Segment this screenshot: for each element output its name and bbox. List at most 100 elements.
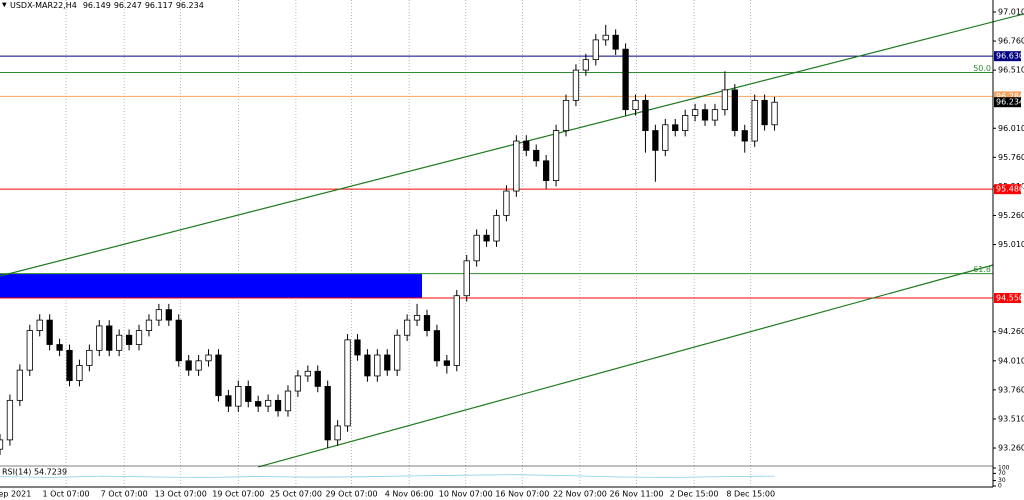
- x-tick-label: 27 Sep 2021: [0, 490, 31, 499]
- candle-body: [731, 89, 738, 131]
- candle-body: [771, 101, 778, 126]
- candle-body: [274, 399, 282, 412]
- fib-label: 61.8: [973, 265, 991, 274]
- candle-body: [26, 330, 33, 371]
- candle-body: [642, 99, 649, 131]
- candle-body: [523, 140, 530, 151]
- candle-body: [344, 339, 351, 427]
- candle-body: [304, 370, 311, 377]
- candle-body: [245, 385, 252, 402]
- candle-body: [145, 319, 153, 331]
- candle-body: [354, 339, 361, 356]
- ohlc-value: 96.234: [176, 1, 204, 10]
- last-price-label: 96.234: [996, 98, 1024, 107]
- collapse-arrow[interactable]: ▼: [2, 2, 7, 9]
- candle-body: [195, 360, 202, 371]
- y-tick-label: 96.010: [998, 124, 1024, 133]
- candle-body: [612, 34, 619, 50]
- candle-body: [413, 315, 421, 321]
- y-tick-label: 93.760: [998, 385, 1024, 394]
- y-tick-label: 95.760: [998, 153, 1024, 162]
- candle-body: [503, 190, 510, 216]
- candle-body: [711, 109, 719, 121]
- candle-body: [761, 99, 768, 126]
- x-tick-label: 22 Nov 07:00: [553, 490, 607, 499]
- candle-body: [66, 349, 73, 381]
- candle-body: [165, 309, 172, 321]
- candle-body: [741, 130, 748, 142]
- ohlc-value: 96.149: [83, 1, 111, 10]
- rsi-line: [0, 474, 775, 478]
- fib-label: 50.0: [973, 64, 991, 73]
- level-label-box: [994, 51, 1021, 62]
- candle-body: [334, 425, 341, 441]
- x-tick-label: 1 Oct 07:00: [43, 490, 90, 499]
- candle-body: [662, 124, 669, 151]
- candle-body: [513, 140, 520, 192]
- overlay: 27 Sep 2021 1 Oct 07:00 7 Oct 07:00 13 Oct …: [0, 7, 1024, 499]
- y-tick-label: 94.260: [998, 327, 1024, 336]
- candle-body: [443, 360, 450, 366]
- y-tick-label: 96.510: [998, 66, 1024, 75]
- candle-body: [235, 385, 242, 407]
- candle-body: [453, 295, 460, 366]
- candle-body: [16, 369, 23, 401]
- candle-body: [384, 354, 391, 371]
- candle-body: [36, 319, 43, 331]
- candle-body: [582, 59, 590, 71]
- candle-body: [205, 354, 212, 362]
- candle-body: [622, 48, 629, 111]
- candle-body: [155, 309, 163, 321]
- candle-body: [116, 334, 123, 351]
- x-tick-label: 26 Nov 11:00: [610, 490, 664, 499]
- trend-line: [258, 264, 994, 468]
- candle-body: [632, 99, 639, 111]
- level-label-box: [994, 91, 1021, 102]
- level-label: 95.486: [996, 185, 1024, 194]
- x-tick-label: 7 Oct 07:00: [101, 490, 148, 499]
- level-label: 96.284: [996, 92, 1024, 101]
- last-price-box: [994, 97, 1021, 108]
- candle-body: [672, 124, 679, 131]
- x-tick-label: 13 Oct 07:00: [155, 490, 207, 499]
- candle-body: [46, 319, 53, 345]
- header: USDX-MAR22,H4 96.149 96.247 96.117 96.234: [10, 1, 204, 10]
- candle-body: [175, 319, 182, 362]
- ohlc-value: 96.247: [114, 1, 142, 10]
- y-tick-label: 94.010: [998, 356, 1024, 365]
- y-tick-label: 95.010: [998, 240, 1024, 249]
- x-tick-label: 29 Oct 07:00: [325, 490, 377, 499]
- candle-body: [264, 399, 272, 407]
- candle-body: [433, 330, 441, 362]
- supply-zone: [0, 273, 423, 299]
- candle-body: [125, 334, 133, 345]
- candle-body: [493, 215, 500, 242]
- candle-body: [314, 370, 321, 387]
- level-label: 94.550: [996, 294, 1024, 303]
- level-label-box: [994, 293, 1021, 304]
- y-tick-label: 97.010: [998, 7, 1024, 16]
- x-tick-label: 16 Nov 07:00: [495, 490, 549, 499]
- candle-body: [374, 354, 381, 377]
- candle-body: [106, 325, 113, 351]
- candle-body: [135, 330, 143, 345]
- candle-body: [572, 69, 580, 101]
- candle-body: [324, 385, 331, 441]
- candle-body: [76, 365, 83, 381]
- plot: [0, 13, 1024, 468]
- candle-body: [6, 399, 14, 441]
- candle-body: [423, 315, 431, 331]
- candle-body: [215, 354, 222, 397]
- symbol: USDX-MAR22,H4: [10, 1, 77, 10]
- y-tick-label: 93.260: [998, 444, 1024, 453]
- grid: [65, 0, 996, 487]
- candle-body: [543, 160, 550, 181]
- candle-body: [751, 99, 758, 142]
- x-tick-label: 25 Oct 07:00: [270, 490, 322, 499]
- level-label-box: [994, 184, 1021, 195]
- candle-body: [602, 34, 609, 41]
- x-tick-label: 2 Dec 15:00: [670, 490, 719, 499]
- candle-body: [364, 354, 371, 377]
- candle-body: [225, 395, 232, 407]
